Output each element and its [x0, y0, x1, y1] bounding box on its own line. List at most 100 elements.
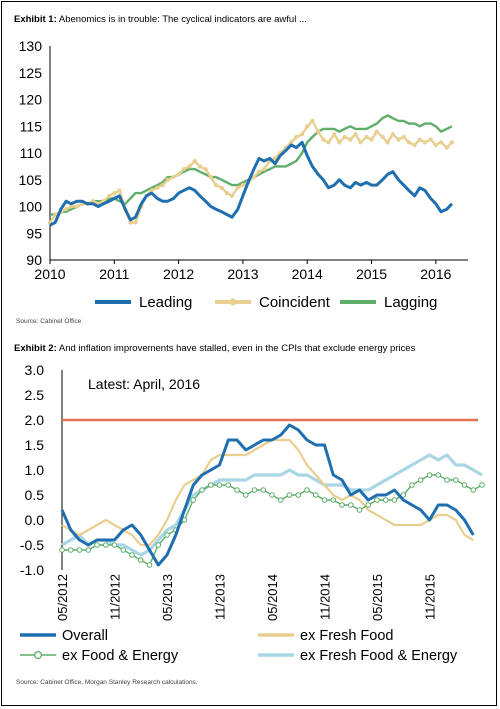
series-ex-food-energy-point — [94, 542, 100, 548]
series-coincident-point — [171, 174, 176, 180]
series-ex-food-energy-point — [137, 557, 144, 563]
series-coincident-point — [112, 191, 117, 196]
y-tick-label: 110 — [20, 145, 43, 161]
series-coincident-point — [176, 172, 181, 177]
series-coincident-point — [53, 212, 58, 217]
series-ex-food-energy-point — [207, 482, 214, 488]
series-ex-food-energy-point — [452, 477, 459, 483]
series-ex-food-energy-point — [391, 497, 398, 503]
series-coincident-point — [90, 199, 96, 204]
series-ex-food-energy-point — [102, 542, 109, 548]
series-ex-fresh-food-line — [61, 438, 474, 547]
series-coincident-point — [310, 118, 315, 123]
latest-annotation: Latest: April, 2016 — [88, 376, 200, 392]
series-ex-food-energy-point — [277, 497, 284, 503]
series-ex-food-energy-point — [85, 547, 92, 553]
series-ex-food-energy-point — [120, 547, 127, 553]
series-ex-food-energy-point — [365, 502, 372, 508]
series-coincident-point — [396, 137, 401, 142]
series-ex-food-energy-point — [339, 502, 345, 508]
y-tick-label: 1.0 — [25, 462, 45, 478]
series-coincident-point — [251, 174, 256, 180]
series-coincident-point — [369, 137, 374, 142]
series-coincident-point — [165, 177, 170, 182]
chart-2: 3.0 2.5 2.0 1.5 1.0 0.5 0.0 -0.5 -1.0 Latest: Apr… — [20, 362, 485, 664]
y-tick-label: 0.5 — [25, 487, 45, 503]
x-tick-label: 2011 — [99, 266, 129, 282]
series-coincident-point — [316, 129, 321, 134]
legend-ex-food-energy-marker — [33, 650, 43, 660]
series-ex-food-energy-point — [190, 497, 197, 503]
series-ex-food-energy-point — [225, 482, 232, 488]
series-coincident-point — [128, 220, 133, 225]
series-ex-food-energy-point — [129, 552, 135, 558]
series-coincident-point — [229, 193, 235, 198]
series-coincident-point — [181, 166, 186, 172]
series-ex-food-energy-point — [146, 562, 153, 568]
series-ex-food-energy-point — [330, 497, 337, 503]
legend-lagging-label: Lagging — [384, 294, 437, 311]
exhibit-2-title: Exhibit 2: And inflation improvements ha… — [14, 343, 415, 354]
series-coincident-point — [117, 188, 122, 193]
exhibit-1-label: Exhibit 1: — [14, 14, 57, 25]
series-ex-food-energy-point — [286, 492, 293, 498]
series-overall-line — [60, 423, 475, 567]
series-coincident-point — [348, 137, 353, 142]
series-coincident-point — [107, 193, 112, 198]
series-coincident-point — [155, 185, 160, 190]
series-coincident-point — [433, 142, 438, 148]
series-ex-food-energy-point — [479, 482, 485, 488]
series-coincident-point — [74, 204, 80, 209]
series-coincident-point — [203, 166, 208, 172]
exhibit-2-title-text: And inflation improvements have stalled,… — [58, 343, 416, 354]
y-tick-label: 120 — [19, 92, 43, 108]
series-ex-food-energy-point — [76, 547, 83, 553]
series-coincident-point — [63, 207, 69, 212]
x-tick-label: 11/2015 — [423, 574, 438, 620]
series-coincident-point — [187, 164, 192, 169]
series-coincident-point — [208, 174, 213, 180]
series-coincident-point — [422, 140, 428, 145]
y-tick-label: 115 — [20, 118, 43, 134]
series-coincident-point — [321, 137, 326, 142]
series-coincident-point — [133, 220, 138, 225]
series-ex-food-energy-point — [356, 507, 363, 513]
exhibit-2-source: Source: Cabinet Office, Morgan Stanley R… — [16, 679, 198, 686]
y-tick-label: -0.5 — [20, 537, 44, 553]
series-ex-food-energy-point — [426, 472, 433, 478]
y-tick-label: 130 — [19, 38, 43, 54]
x-tick-label: 11/2013 — [213, 574, 228, 620]
x-tick-label: 2013 — [227, 266, 258, 282]
x-tick-label: 2015 — [356, 266, 387, 282]
series-coincident-point — [417, 137, 422, 142]
series-coincident-point — [192, 158, 197, 164]
series-ex-food-energy-point — [417, 477, 424, 483]
legend-ex-fresh-food-energy-label: ex Fresh Food & Energy — [300, 648, 458, 664]
series-coincident-point — [240, 183, 246, 188]
series-coincident-point — [449, 140, 455, 145]
y-tick-label: 2.5 — [25, 387, 45, 403]
series-ex-food-energy-point — [312, 492, 319, 498]
series-ex-food-energy-point — [435, 472, 442, 478]
series-ex-food-energy-point — [251, 487, 258, 493]
legend-coincident-label: Coincident — [259, 294, 331, 311]
x-tick-label: 11/2014 — [318, 574, 333, 620]
series-coincident-point — [342, 134, 347, 140]
series-coincident-point — [364, 134, 369, 140]
series-coincident-point — [374, 129, 379, 134]
series-coincident-point — [262, 166, 267, 172]
series-coincident-point — [380, 134, 385, 140]
exhibit-1-title: Exhibit 1: Abenomics is in trouble: The … — [14, 14, 307, 25]
series-ex-food-energy-point — [216, 482, 223, 488]
legend-ex-food-energy-label: ex Food & Energy — [62, 648, 179, 664]
legend-ex-fresh-food-label: ex Fresh Food — [300, 628, 394, 644]
x-tick-label: 2014 — [292, 266, 323, 282]
series-coincident-point — [428, 137, 433, 142]
x-tick-label: 05/2012 — [55, 574, 70, 621]
x-tick-label: 05/2013 — [160, 574, 175, 621]
y-tick-label: 1.5 — [25, 437, 45, 453]
x-tick-label: 05/2015 — [370, 574, 385, 621]
series-ex-food-energy-point — [242, 492, 249, 498]
series-coincident-point — [326, 140, 331, 145]
y-tick-label: 100 — [19, 199, 43, 215]
